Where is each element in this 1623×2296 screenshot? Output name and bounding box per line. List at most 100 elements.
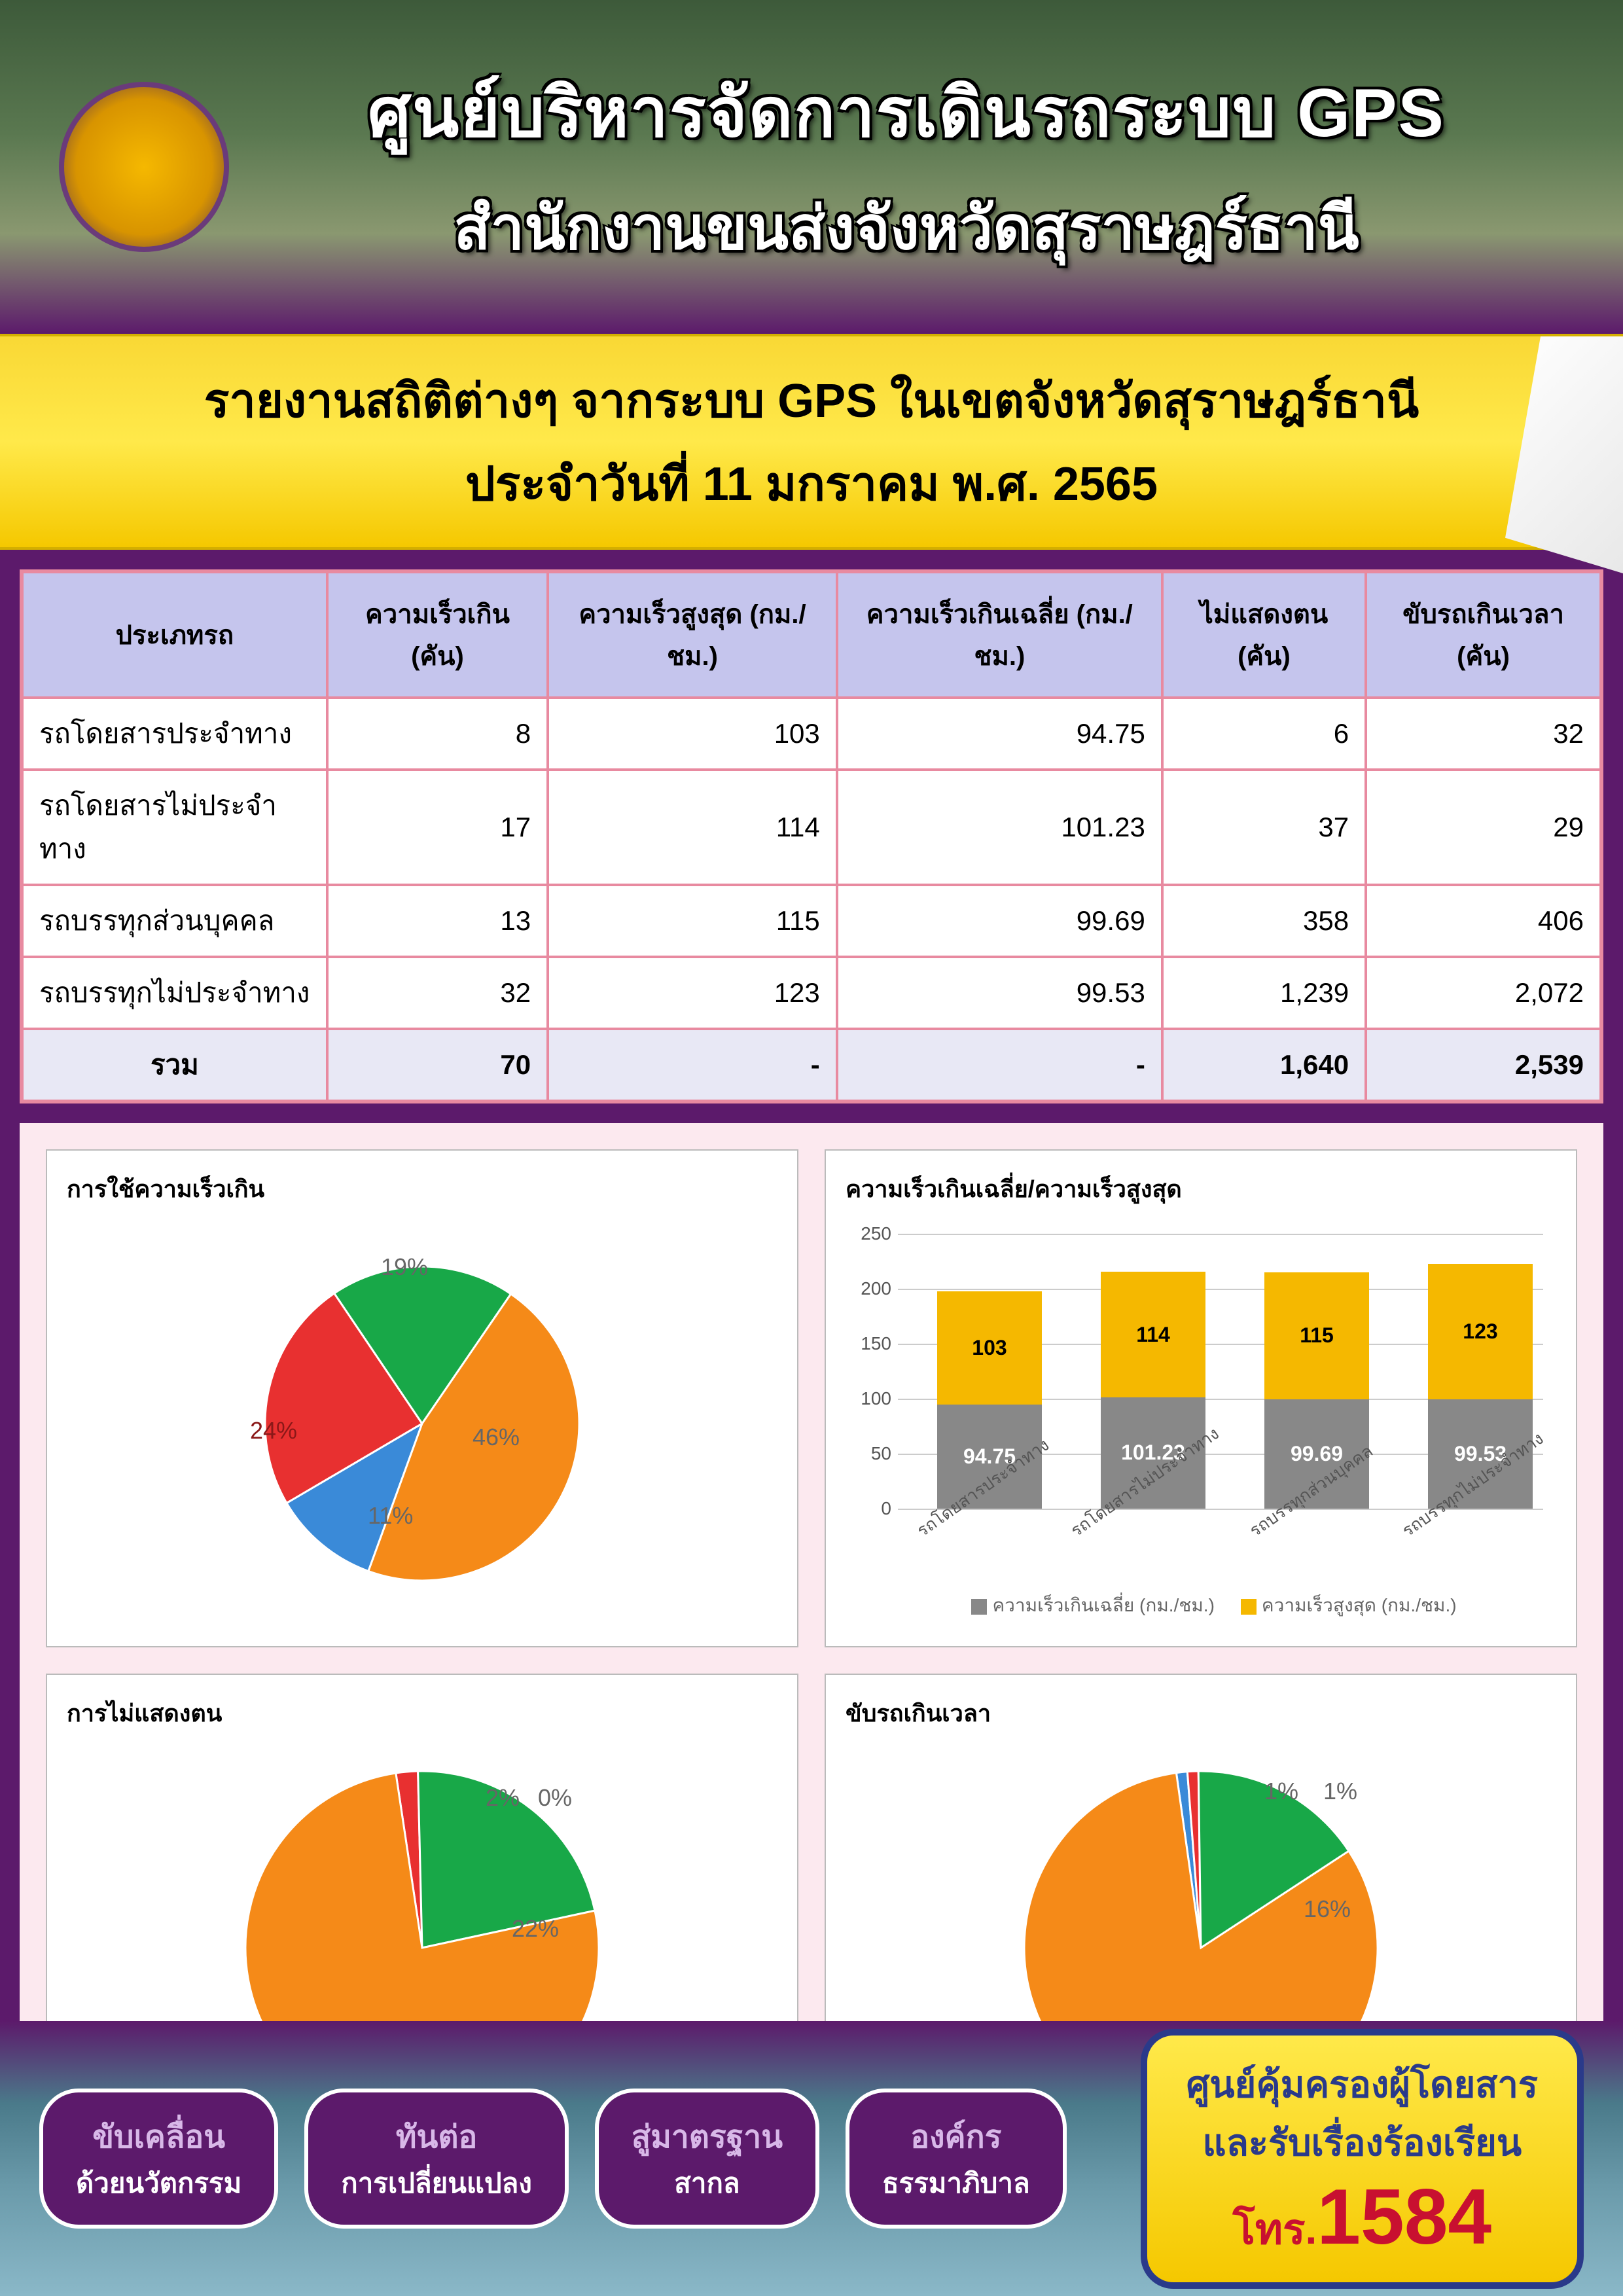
table-header: ประเภทรถ (22, 572, 327, 698)
table-row: รถโดยสารไม่ประจำทาง17114101.233729 (22, 770, 1601, 885)
table-total-row: รวม70--1,6402,539 (22, 1029, 1601, 1101)
banner: รายงานสถิติต่างๆ จากระบบ GPS ในเขตจังหวั… (0, 334, 1623, 550)
y-tick-label: 50 (846, 1443, 891, 1464)
table-cell: 32 (327, 957, 548, 1029)
pie-label: 1% (1323, 1778, 1357, 1805)
legend-swatch (971, 1599, 987, 1615)
pill-top: องค์กร (882, 2112, 1030, 2162)
table-header: ขับรถเกินเวลา (คัน) (1366, 572, 1601, 698)
contact-tel: โทร.1584 (1186, 2172, 1538, 2263)
table-cell: 101.23 (837, 770, 1162, 885)
pie-label: 22% (512, 1915, 559, 1943)
contact-line2: และรับเรื่องร้องเรียน (1186, 2113, 1538, 2172)
table-cell: 114 (548, 770, 837, 885)
table-header: ความเร็วเกิน (คัน) (327, 572, 548, 698)
pie-label: 46% (473, 1424, 520, 1451)
tel-label: โทร. (1233, 2206, 1317, 2253)
y-tick-label: 250 (846, 1223, 891, 1244)
chart-bar-speed: ความเร็วเกินเฉลี่ย/ความเร็วสูงสุด 0 50 100… (825, 1149, 1577, 1647)
table-cell: - (548, 1029, 837, 1101)
data-table-wrap: ประเภทรถความเร็วเกิน (คัน)ความเร็วสูงสุด… (20, 569, 1603, 1103)
footer-pill: ทันต่อการเปลี่ยนแปลง (304, 2089, 569, 2229)
pie-label: 0% (538, 1784, 572, 1812)
banner-line1: รายงานสถิติต่างๆ จากระบบ GPS ในเขตจังหวั… (39, 363, 1584, 438)
footer-pill: องค์กรธรรมาภิบาล (846, 2089, 1067, 2229)
chart-title: การไม่แสดงตน (67, 1695, 777, 1732)
table-cell: 13 (327, 885, 548, 957)
table-cell: 358 (1162, 885, 1366, 957)
pie-label: 2% (486, 1784, 520, 1812)
table-cell: รถบรรทุกส่วนบุคคล (22, 885, 327, 957)
footer-pill: ขับเคลื่อนด้วยนวัตกรรม (39, 2089, 278, 2229)
banner-line2: ประจำวันที่ 11 มกราคม พ.ศ. 2565 (39, 446, 1584, 521)
table-cell: 94.75 (837, 698, 1162, 770)
table-cell: รถโดยสารประจำทาง (22, 698, 327, 770)
table-cell: รถโดยสารไม่ประจำทาง (22, 770, 327, 885)
table-cell: 1,239 (1162, 957, 1366, 1029)
table-cell: 8 (327, 698, 548, 770)
chart-title: ความเร็วเกินเฉลี่ย/ความเร็วสูงสุด (846, 1170, 1556, 1208)
y-tick-label: 200 (846, 1278, 891, 1299)
y-tick-label: 100 (846, 1388, 891, 1409)
table-cell: 17 (327, 770, 548, 885)
table-row: รถโดยสารประจำทาง810394.75632 (22, 698, 1601, 770)
pill-top: ทันต่อ (341, 2112, 532, 2162)
chart-title: การใช้ความเร็วเกิน (67, 1170, 777, 1208)
bar-segment: 123 (1428, 1264, 1533, 1399)
chart-title: ขับรถเกินเวลา (846, 1695, 1556, 1732)
table-row: รถบรรทุกส่วนบุคคล1311599.69358406 (22, 885, 1601, 957)
pill-top: ขับเคลื่อน (76, 2112, 241, 2162)
pill-bot: สากล (632, 2162, 783, 2205)
logo (59, 82, 229, 252)
table-header: ไม่แสดงตน (คัน) (1162, 572, 1366, 698)
pie-label: 11% (368, 1502, 413, 1530)
data-table: ประเภทรถความเร็วเกิน (คัน)ความเร็วสูงสุด… (21, 571, 1602, 1102)
contact-line1: ศูนย์คุ้มครองผู้โดยสาร (1186, 2055, 1538, 2113)
table-cell: 123 (548, 957, 837, 1029)
header-subtitle: สำนักงานขนส่งจังหวัดสุราษฎร์ธานี (255, 179, 1558, 276)
pill-bot: การเปลี่ยนแปลง (341, 2162, 532, 2205)
footer-pill: สู่มาตรฐานสากล (595, 2089, 819, 2229)
y-tick-label: 150 (846, 1333, 891, 1354)
table-cell: 2,539 (1366, 1029, 1601, 1101)
y-tick-label: 0 (846, 1498, 891, 1519)
bar-segment: 114 (1101, 1272, 1205, 1397)
table-cell: - (837, 1029, 1162, 1101)
table-cell: 115 (548, 885, 837, 957)
table-cell: 406 (1366, 885, 1601, 957)
header-title: ศูนย์บริหารจัดการเดินรถระบบ GPS (255, 58, 1558, 166)
table-cell: 103 (548, 698, 837, 770)
pie-label: 24% (250, 1417, 297, 1444)
table-cell: รถบรรทุกไม่ประจำทาง (22, 957, 327, 1029)
chart-pie-speed: การใช้ความเร็วเกิน 11% 24% 19% 46% (46, 1149, 798, 1647)
bar-segment: 103 (937, 1291, 1042, 1405)
table-cell: 99.53 (837, 957, 1162, 1029)
table-cell: 2,072 (1366, 957, 1601, 1029)
legend-label: ความเร็วสูงสุด (กม./ชม.) (1262, 1595, 1457, 1615)
table-cell: 6 (1162, 698, 1366, 770)
legend-label: ความเร็วเกินเฉลี่ย (กม./ชม.) (992, 1595, 1214, 1615)
pie-label: 16% (1304, 1895, 1351, 1923)
table-cell: 37 (1162, 770, 1366, 885)
table-cell: รวม (22, 1029, 327, 1101)
header-text: ศูนย์บริหารจัดการเดินรถระบบ GPS สำนักงาน… (255, 58, 1623, 276)
tel-number: 1584 (1317, 2173, 1491, 2261)
footer: ขับเคลื่อนด้วยนวัตกรรมทันต่อการเปลี่ยนแป… (0, 2021, 1623, 2296)
pie-label: 1% (1264, 1778, 1298, 1805)
gridline (898, 1234, 1543, 1235)
pie-label: 19% (381, 1253, 428, 1281)
table-cell: 99.69 (837, 885, 1162, 957)
pill-bot: ด้วยนวัตกรรม (76, 2162, 241, 2205)
legend-swatch (1241, 1599, 1257, 1615)
table-cell: 70 (327, 1029, 548, 1101)
table-header: ความเร็วเกินเฉลี่ย (กม./ชม.) (837, 572, 1162, 698)
table-cell: 1,640 (1162, 1029, 1366, 1101)
table-row: รถบรรทุกไม่ประจำทาง3212399.531,2392,072 (22, 957, 1601, 1029)
table-header: ความเร็วสูงสุด (กม./ชม.) (548, 572, 837, 698)
contact-box: ศูนย์คุ้มครองผู้โดยสาร และรับเรื่องร้องเ… (1141, 2029, 1584, 2289)
table-cell: 29 (1366, 770, 1601, 885)
table-cell: 32 (1366, 698, 1601, 770)
bar-legend: ความเร็วเกินเฉลี่ย (กม./ชม.) ความเร็วสูงส… (846, 1591, 1556, 1620)
header: ศูนย์บริหารจัดการเดินรถระบบ GPS สำนักงาน… (0, 0, 1623, 334)
pill-top: สู่มาตรฐาน (632, 2112, 783, 2162)
